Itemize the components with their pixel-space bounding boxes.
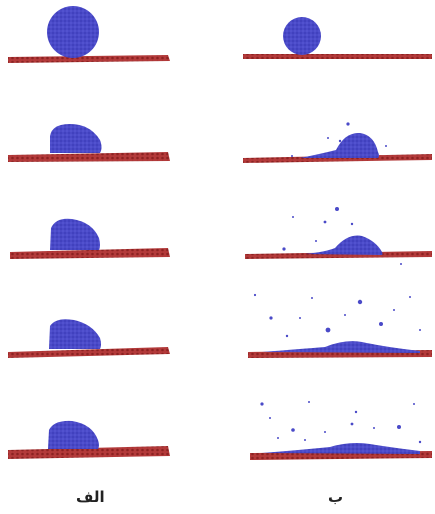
panel-b5 bbox=[250, 401, 432, 460]
panel-b3 bbox=[245, 207, 432, 265]
panel-a4 bbox=[8, 319, 170, 358]
panel-a1 bbox=[8, 6, 170, 63]
droplet bbox=[262, 341, 420, 353]
column-b-label: ب bbox=[328, 488, 344, 506]
droplet bbox=[47, 6, 99, 58]
substrate bbox=[8, 152, 170, 162]
droplet bbox=[50, 124, 102, 153]
droplet bbox=[50, 218, 100, 250]
column-a bbox=[8, 6, 170, 459]
substrate bbox=[245, 251, 432, 259]
droplet bbox=[283, 17, 321, 55]
droplet-fragments bbox=[260, 401, 422, 444]
droplet bbox=[305, 235, 383, 255]
droplet bbox=[262, 443, 420, 454]
panel-a5 bbox=[8, 420, 170, 459]
droplet-fragments bbox=[253, 293, 421, 338]
substrate bbox=[8, 347, 170, 358]
column-a-label: الف bbox=[76, 488, 105, 506]
droplet bbox=[49, 319, 101, 349]
droplet bbox=[300, 132, 379, 158]
panel-a2 bbox=[8, 124, 170, 162]
column-b bbox=[243, 17, 432, 460]
substrate bbox=[10, 248, 170, 259]
panel-b2 bbox=[243, 122, 432, 163]
panel-a3 bbox=[10, 218, 170, 259]
panel-b4 bbox=[248, 293, 432, 358]
panel-b1 bbox=[243, 17, 432, 59]
substrate bbox=[243, 54, 432, 59]
droplet-fragments bbox=[291, 122, 387, 157]
droplet-fragments bbox=[282, 207, 402, 265]
substrate bbox=[8, 55, 170, 63]
droplet bbox=[48, 420, 99, 449]
substrate bbox=[243, 154, 432, 163]
substrate bbox=[8, 446, 170, 459]
